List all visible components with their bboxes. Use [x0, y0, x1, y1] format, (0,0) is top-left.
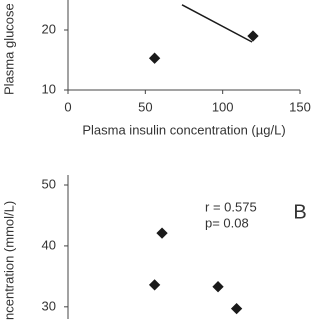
y-tick-label: 10: [42, 81, 56, 96]
trend-line: [181, 4, 253, 43]
y-tick-label: 40: [42, 237, 56, 252]
point: [230, 302, 243, 315]
point: [148, 52, 161, 64]
y-axis-label: ncentration (mmol/L): [1, 201, 16, 320]
point: [156, 227, 168, 239]
x-tick-label: 150: [289, 99, 311, 114]
x-tick-label: 100: [212, 99, 234, 114]
y-tick-label: 50: [42, 176, 56, 191]
y-tick-label: 30: [42, 298, 56, 313]
annotation: r = 0.575: [205, 199, 257, 214]
y-tick-label: 20: [42, 21, 56, 36]
annotation: p= 0.08: [205, 215, 249, 230]
x-tick-label: 50: [138, 99, 152, 114]
point: [148, 279, 161, 291]
x-tick-label: 0: [64, 99, 71, 114]
x-axis-label: Plasma insulin concentration (µg/L): [82, 122, 285, 137]
panel-label: B: [293, 201, 306, 223]
y-axis-label: Plasma glucose: [1, 3, 16, 95]
point: [212, 281, 224, 293]
